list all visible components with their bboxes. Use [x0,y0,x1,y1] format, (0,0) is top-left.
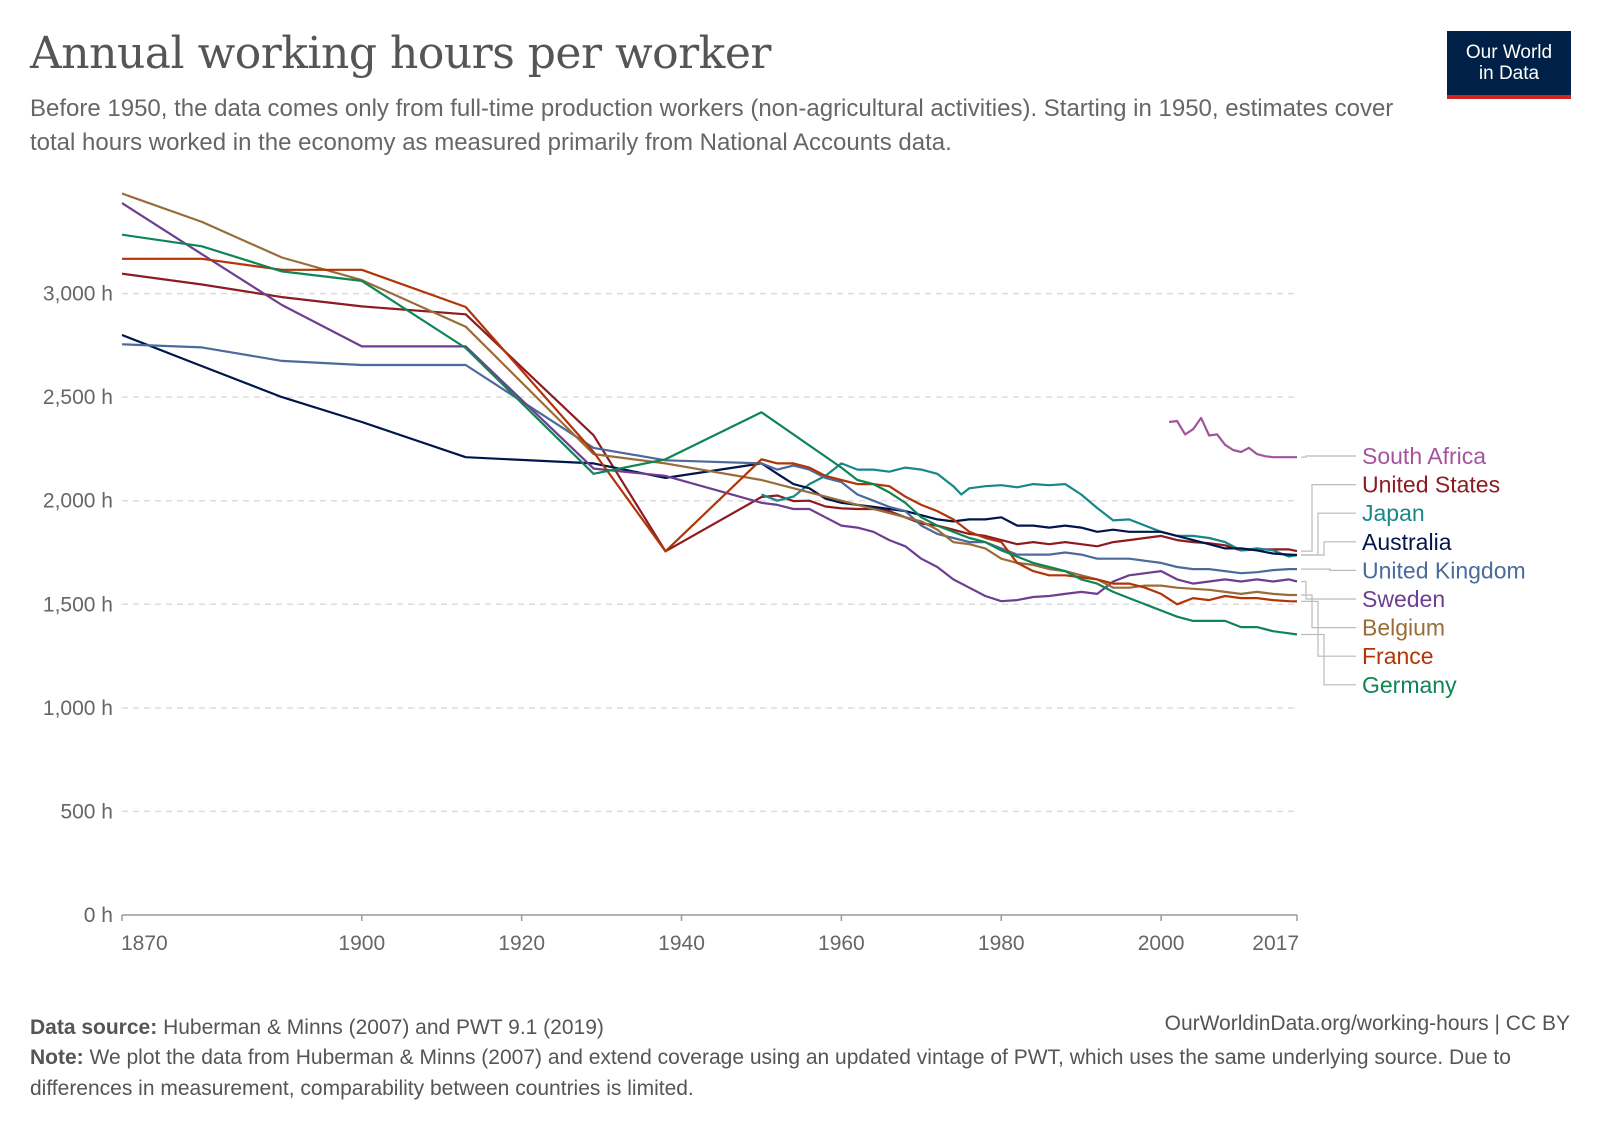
y-tick-label: 3,000 h [43,283,113,306]
line-chart: 0 h 500 h 1,000 h 1,500 h 2,000 h 2,500 h 3,00… [43,192,1526,955]
legend-connector [1301,455,1356,458]
y-tick-label: 1,500 h [43,593,113,616]
legend-connector [1301,541,1356,556]
series-line-belgium [121,192,1297,597]
y-tick-label: 1,000 h [43,697,113,720]
legend-connector [1301,512,1356,556]
series-line-japan [761,462,1298,558]
note-label: Note: [30,1046,84,1069]
legend-connector [1301,568,1356,571]
legend-connector [1301,633,1356,686]
legend-connector [1301,594,1356,629]
y-tick-label: 2,500 h [43,386,113,409]
chart-subtitle: Before 1950, the data comes only from fu… [30,95,1394,156]
x-tick-label: 2000 [1138,932,1185,955]
legend-connector [1301,484,1356,552]
x-tick-label: 1900 [338,932,385,955]
x-tick-label: 1870 [121,932,168,955]
data-source-text: Huberman & Minns (2007) and PWT 9.1 (201… [163,1016,604,1039]
legend-label-australia: Australia [1362,529,1452,555]
y-tick-label: 500 h [60,800,113,823]
logo-line-1: Our World [1465,42,1553,63]
logo-line-2: in Data [1478,63,1540,84]
legend-label-sweden: Sweden [1362,586,1445,612]
legend-label-united-kingdom: United Kingdom [1362,557,1526,583]
legend-label-south-africa: South Africa [1362,443,1486,469]
legend-label-france: France [1362,643,1434,669]
series-line-sweden [121,202,1298,603]
data-source: Data source: Huberman & Minns (2007) and… [30,1012,604,1043]
series-line-germany [121,233,1298,636]
series-line-united-kingdom [121,343,1297,575]
legend-label-united-states: United States [1362,472,1500,498]
gridlines [122,292,1297,813]
y-tick-label: 2,000 h [43,490,113,513]
axes: 0 h 500 h 1,000 h 1,500 h 2,000 h 2,500 h 3,00… [43,283,1299,955]
series-line-france [122,257,1298,606]
chart-title: Annual working hours per worker [30,28,771,79]
series-line-south-africa [1168,416,1297,459]
legend-connector [1301,600,1356,657]
series-line-australia [121,333,1298,557]
legend-connector [1301,580,1356,600]
legend-label-japan: Japan [1362,500,1425,526]
note-text: We plot the data from Huberman & Minns (… [30,1046,1511,1100]
chart-note: Note: We plot the data from Huberman & M… [30,1042,1550,1104]
x-tick-label: 1940 [658,932,705,955]
owid-logo[interactable]: Our World in Data [1447,31,1571,99]
data-source-label: Data source: [30,1016,158,1039]
x-tick-label: 1980 [978,932,1025,955]
y-tick-label: 0 h [84,904,113,927]
x-tick-label: 2017 [1252,932,1299,955]
x-tick-label: 1920 [498,932,545,955]
x-tick-label: 1960 [818,932,865,955]
legend-label-germany: Germany [1362,672,1457,698]
source-url-link[interactable]: OurWorldinData.org/working-hours | CC BY [1164,1012,1570,1035]
legend-label-belgium: Belgium [1362,615,1445,641]
series-lines [121,192,1298,636]
